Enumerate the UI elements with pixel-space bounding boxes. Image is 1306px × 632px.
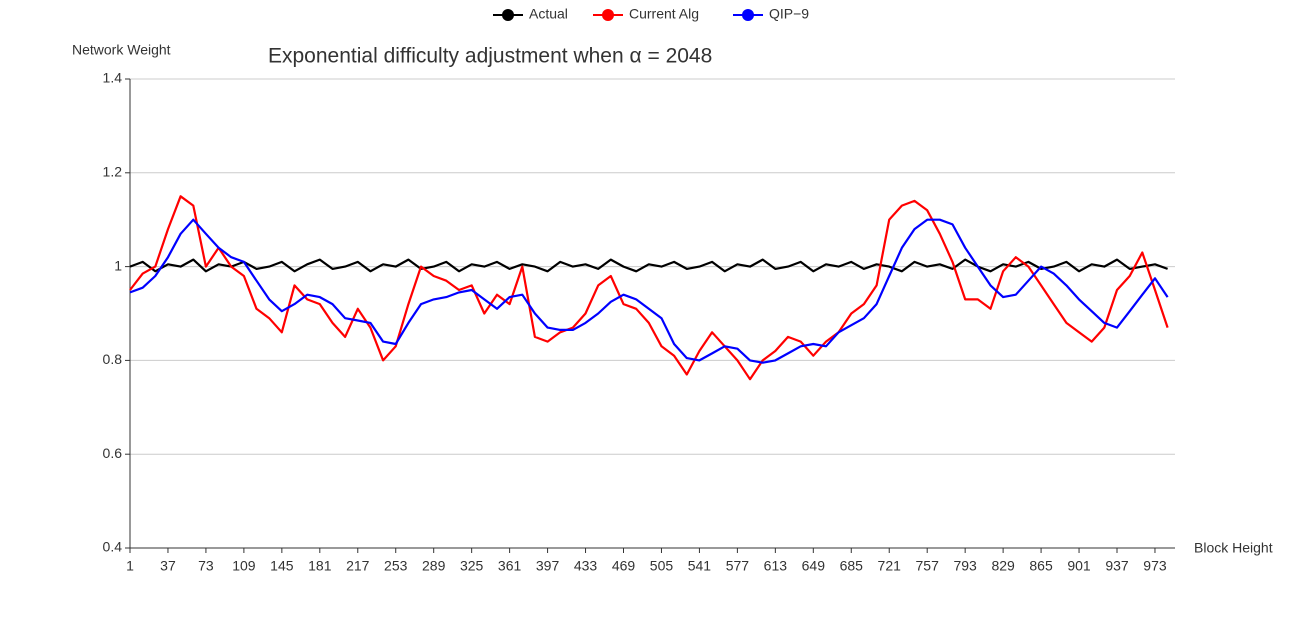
x-tick-label: 649 [802, 558, 826, 574]
x-tick-label: 901 [1067, 558, 1091, 574]
x-tick-label: 721 [878, 558, 902, 574]
x-tick-label: 829 [991, 558, 1015, 574]
x-tick-label: 685 [840, 558, 864, 574]
x-tick-label: 541 [688, 558, 712, 574]
x-tick-label: 937 [1105, 558, 1129, 574]
y-tick-label: 1.4 [103, 70, 123, 86]
y-tick-label: 1.2 [103, 164, 123, 180]
y-tick-label: 1 [114, 257, 122, 273]
series-line [129, 258, 1168, 273]
x-tick-label: 73 [198, 558, 214, 574]
legend-dot [742, 9, 754, 21]
legend-label: Current Alg [629, 6, 699, 22]
chart-title: Exponential difficulty adjustment when α… [268, 45, 712, 68]
x-tick-label: 757 [916, 558, 940, 574]
x-tick-label: 217 [346, 558, 370, 574]
x-tick-label: 1 [126, 558, 134, 574]
x-tick-label: 325 [460, 558, 484, 574]
legend-label: QIP−9 [769, 6, 809, 22]
x-tick-label: 469 [612, 558, 636, 574]
x-tick-label: 793 [953, 558, 977, 574]
y-tick-label: 0.8 [103, 351, 123, 367]
x-tick-label: 145 [270, 558, 294, 574]
legend-dot [502, 9, 514, 21]
x-tick-label: 37 [160, 558, 176, 574]
x-tick-label: 577 [726, 558, 750, 574]
series-line [129, 218, 1169, 364]
x-tick-label: 397 [536, 558, 560, 574]
x-tick-label: 109 [232, 558, 256, 574]
x-tick-label: 505 [650, 558, 674, 574]
x-tick-label: 613 [764, 558, 788, 574]
y-tick-label: 0.4 [103, 539, 123, 555]
x-tick-label: 361 [498, 558, 522, 574]
x-tick-label: 433 [574, 558, 598, 574]
y-axis-label: Network Weight [72, 42, 171, 58]
legend-label: Actual [529, 6, 568, 22]
x-tick-label: 289 [422, 558, 446, 574]
x-tick-label: 865 [1029, 558, 1053, 574]
x-tick-label: 253 [384, 558, 408, 574]
series-line [129, 195, 1169, 381]
y-tick-label: 0.6 [103, 445, 123, 461]
x-axis-label: Block Height [1194, 540, 1273, 556]
legend-dot [602, 9, 614, 21]
x-tick-label: 181 [308, 558, 332, 574]
x-tick-label: 973 [1143, 558, 1167, 574]
